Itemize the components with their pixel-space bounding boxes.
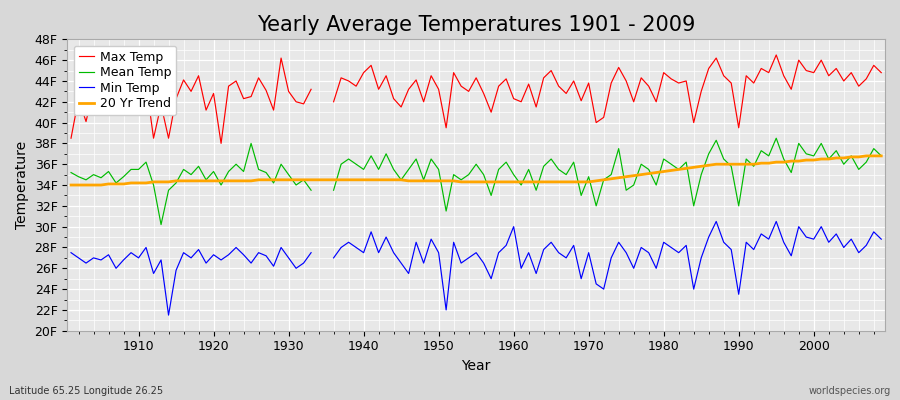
20 Yr Trend (876, 154, 886, 158)
Min Temp (876, 237, 886, 242)
Mean Temp (508, 172, 519, 177)
Mean Temp (66, 170, 77, 175)
Y-axis label: Temperature: Temperature (15, 141, 29, 229)
Min Temp (508, 224, 519, 229)
Line: Mean Temp: Mean Temp (71, 138, 881, 224)
Max Temp (343, 78, 354, 83)
Mean Temp (516, 183, 526, 188)
X-axis label: Year: Year (462, 359, 490, 373)
20 Yr Trend (126, 180, 137, 185)
20 Yr Trend (508, 180, 519, 184)
Mean Temp (291, 183, 302, 188)
20 Yr Trend (500, 180, 511, 184)
20 Yr Trend (66, 183, 77, 188)
Max Temp (508, 96, 519, 101)
Min Temp (66, 250, 77, 255)
Text: Latitude 65.25 Longitude 26.25: Latitude 65.25 Longitude 26.25 (9, 386, 163, 396)
Mean Temp (606, 172, 616, 177)
Min Temp (126, 250, 137, 255)
Title: Yearly Average Temperatures 1901 - 2009: Yearly Average Temperatures 1901 - 2009 (257, 15, 696, 35)
20 Yr Trend (291, 178, 302, 182)
Min Temp (516, 266, 526, 271)
20 Yr Trend (598, 178, 609, 182)
Min Temp (291, 266, 302, 271)
Mean Temp (876, 154, 886, 158)
Line: Max Temp: Max Temp (71, 55, 881, 144)
20 Yr Trend (860, 154, 871, 158)
Min Temp (606, 256, 616, 260)
Max Temp (606, 81, 616, 86)
Line: 20 Yr Trend: 20 Yr Trend (71, 156, 881, 185)
Min Temp (343, 240, 354, 245)
Max Temp (126, 98, 137, 103)
20 Yr Trend (336, 178, 346, 182)
Max Temp (876, 70, 886, 75)
Max Temp (516, 99, 526, 104)
Max Temp (291, 99, 302, 104)
Legend: Max Temp, Mean Temp, Min Temp, 20 Yr Trend: Max Temp, Mean Temp, Min Temp, 20 Yr Tre… (74, 46, 176, 115)
Max Temp (66, 136, 77, 140)
Text: worldspecies.org: worldspecies.org (809, 386, 891, 396)
Mean Temp (343, 157, 354, 162)
Mean Temp (126, 167, 137, 172)
Line: Min Temp: Min Temp (71, 222, 881, 315)
